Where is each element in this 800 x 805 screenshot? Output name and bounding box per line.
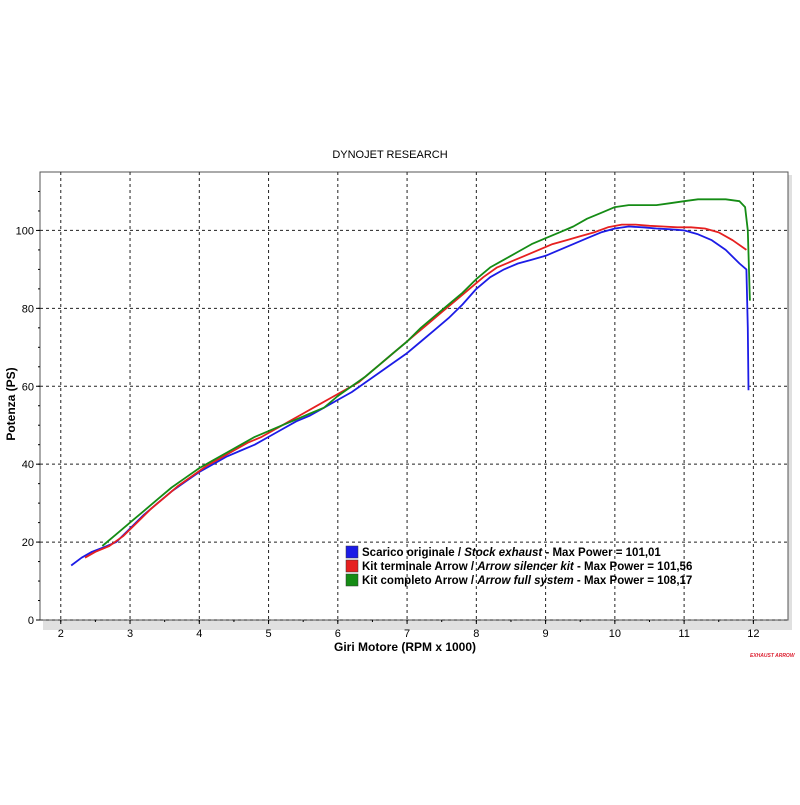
legend-entry-3: Kit completo Arrow / Arrow full system -… bbox=[362, 575, 692, 587]
x-axis-label: Giri Motore (RPM x 1000) bbox=[334, 640, 476, 654]
x-tick-label: 2 bbox=[58, 628, 64, 640]
legend-swatch-3 bbox=[345, 573, 359, 587]
legend-entry-1: Scarico originale / Stock exhaust - Max … bbox=[362, 547, 661, 559]
y-tick-label: 40 bbox=[22, 459, 34, 471]
x-tick-label: 5 bbox=[265, 628, 271, 640]
axis-ticks: 2 3 4 5 6 7 8 9 10 11 12 0 20 40 60 80 100 bbox=[16, 190, 759, 640]
x-tick-label: 12 bbox=[747, 628, 759, 640]
y-tick-label: 60 bbox=[22, 381, 34, 393]
series-line-3 bbox=[101, 198, 751, 547]
x-tick-label: 6 bbox=[335, 628, 341, 640]
legend-swatch-1 bbox=[345, 545, 359, 559]
legend-entry-2: Kit terminale Arrow / Arrow silencer kit… bbox=[362, 561, 692, 573]
series-lines bbox=[70, 198, 751, 567]
y-tick-label: 80 bbox=[22, 303, 34, 315]
legend-swatch-2 bbox=[345, 559, 359, 573]
legend: Scarico originale / Stock exhaust - Max … bbox=[345, 545, 692, 587]
grid-lines bbox=[40, 172, 788, 621]
x-tick-label: 7 bbox=[404, 628, 410, 640]
watermark-logo: EXHAUST ARROW bbox=[750, 653, 796, 659]
x-tick-label: 4 bbox=[196, 628, 202, 640]
y-tick-label: 0 bbox=[28, 615, 34, 627]
plot-area bbox=[39, 171, 789, 621]
y-axis-label: Potenza (PS) bbox=[4, 367, 18, 440]
x-tick-label: 8 bbox=[473, 628, 479, 640]
x-tick-label: 11 bbox=[678, 628, 689, 640]
y-tick-label: 100 bbox=[16, 225, 34, 237]
chart-title: DYNOJET RESEARCH bbox=[332, 149, 447, 161]
x-tick-label: 9 bbox=[543, 628, 549, 640]
x-tick-label: 3 bbox=[127, 628, 133, 640]
y-tick-label: 20 bbox=[22, 537, 34, 549]
x-tick-label: 10 bbox=[609, 628, 621, 640]
